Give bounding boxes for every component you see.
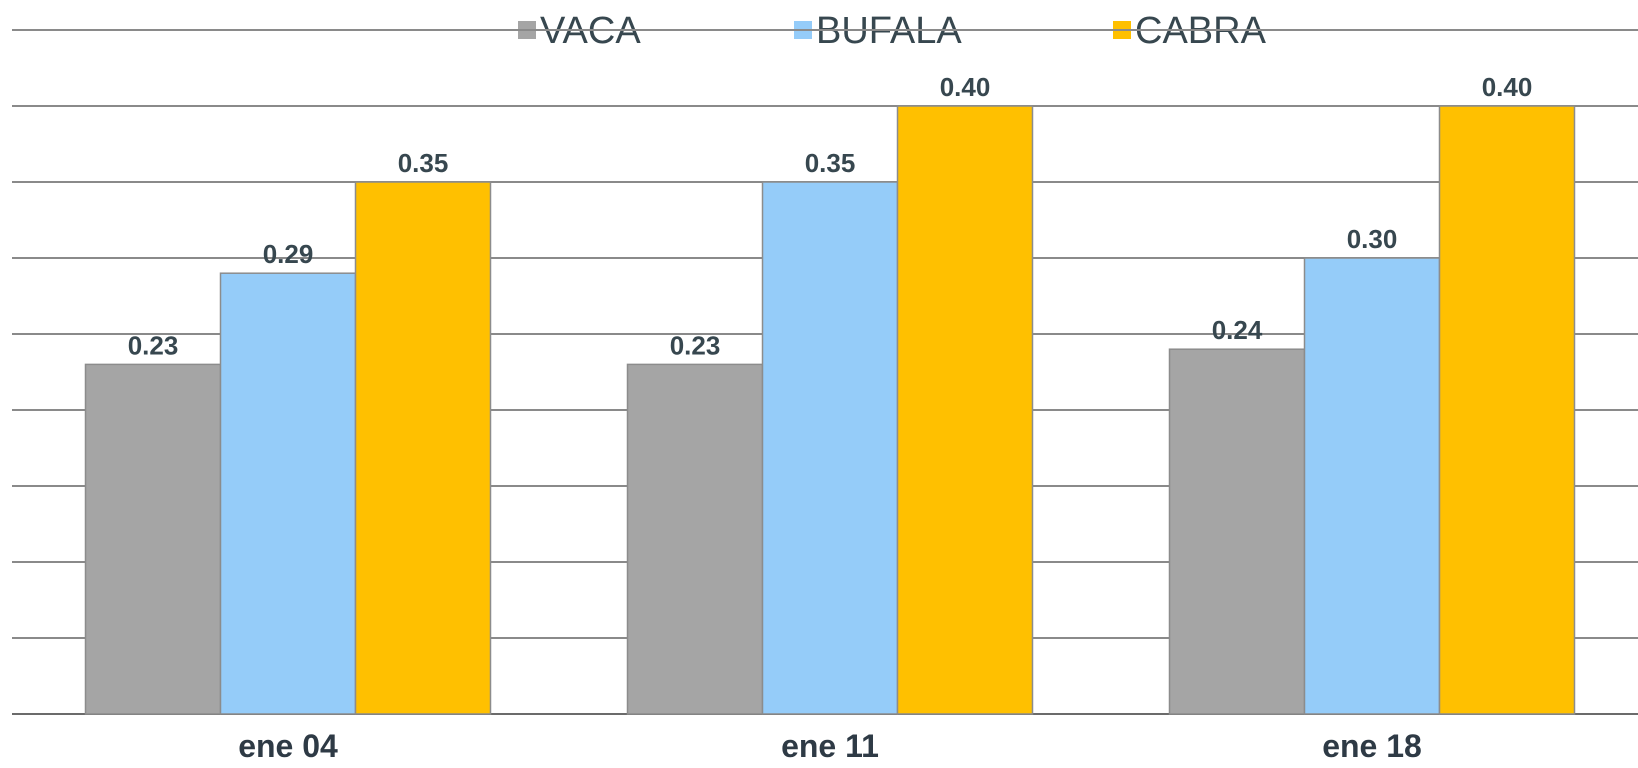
legend-item-cabra: CABRA xyxy=(1111,10,1267,52)
bars xyxy=(84,105,1576,715)
data-label: 0.23 xyxy=(670,330,721,360)
bar-bufala-2 xyxy=(761,181,899,715)
bar-vaca-1 xyxy=(84,363,222,715)
data-label: 0.40 xyxy=(1482,72,1533,102)
bar-cabra-1 xyxy=(354,181,492,715)
data-label: 0.30 xyxy=(1347,224,1398,254)
bar-cabra-2 xyxy=(896,105,1034,715)
bar-bufala-1 xyxy=(219,272,357,715)
data-label: 0.24 xyxy=(1212,315,1263,345)
value-labels: 0.23 0.29 0.35 0.23 0.35 0.40 0.24 0.30 0.40 xyxy=(128,72,1533,360)
bar-cabra-3 xyxy=(1438,105,1576,715)
data-label: 0.29 xyxy=(263,239,314,269)
data-label: 0.35 xyxy=(805,148,856,178)
data-label: 0.40 xyxy=(940,72,991,102)
x-tick-label: ene 04 xyxy=(238,728,338,764)
category-labels: ene 04 ene 11 ene 18 xyxy=(238,728,1422,764)
legend-item-vaca: VACA xyxy=(516,10,646,52)
x-tick-label: ene 11 xyxy=(781,728,879,764)
x-tick-label: ene 18 xyxy=(1322,728,1422,764)
bar-vaca-3 xyxy=(1168,348,1306,715)
data-label: 0.35 xyxy=(398,148,449,178)
bar-vaca-2 xyxy=(626,363,764,715)
legend: VACA BUFALA CABRA xyxy=(516,10,1267,52)
legend-item-bufala: BUFALA xyxy=(792,10,972,52)
bar-bufala-3 xyxy=(1303,257,1441,715)
data-label: 0.23 xyxy=(128,330,179,360)
